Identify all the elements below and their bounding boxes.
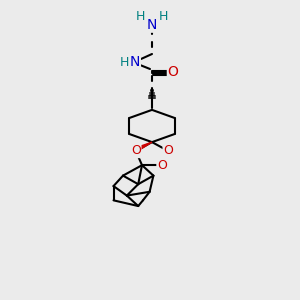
Text: O: O bbox=[168, 65, 178, 79]
Text: H: H bbox=[135, 10, 145, 22]
Text: N: N bbox=[130, 55, 140, 69]
Polygon shape bbox=[137, 142, 152, 151]
Text: H: H bbox=[158, 10, 168, 22]
Text: N: N bbox=[147, 18, 157, 32]
Text: O: O bbox=[131, 144, 141, 158]
Text: O: O bbox=[157, 159, 167, 172]
Text: H: H bbox=[119, 56, 129, 68]
Text: O: O bbox=[163, 144, 173, 158]
